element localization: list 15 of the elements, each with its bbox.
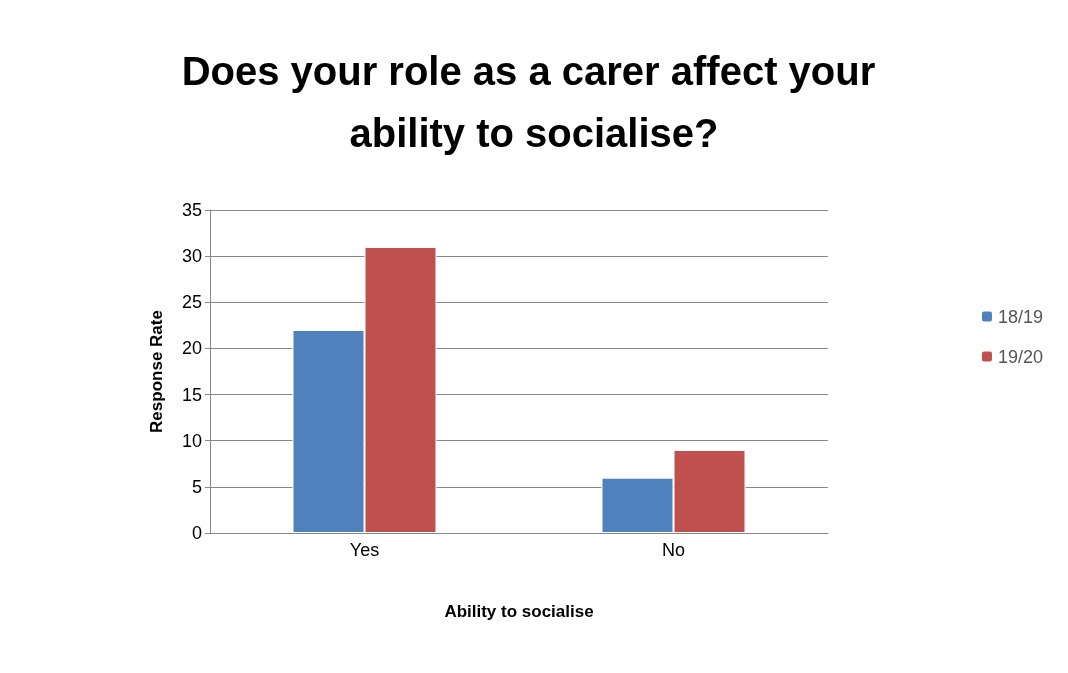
chart-title: Does your role as a carer affect your ability to socialise? xyxy=(181,49,887,155)
y-tick-label: 20 xyxy=(181,338,202,359)
legend-label: 19/20 xyxy=(997,346,1043,367)
legend-label: 18/19 xyxy=(997,306,1043,327)
y-tick-label: 35 xyxy=(181,200,202,220)
y-tick-label: 5 xyxy=(191,476,202,497)
y-tick-label: 0 xyxy=(191,523,202,543)
y-axis-title: Response Rate xyxy=(147,310,166,433)
y-tick-label: 15 xyxy=(181,384,202,405)
x-axis-title: Ability to socialise xyxy=(444,602,594,621)
x-tick-label: Yes xyxy=(349,540,380,560)
y-tick-label: 25 xyxy=(181,292,202,313)
y-tick-label: 10 xyxy=(181,430,202,451)
x-tick-label: No xyxy=(661,540,686,560)
y-tick-label: 30 xyxy=(181,246,202,267)
